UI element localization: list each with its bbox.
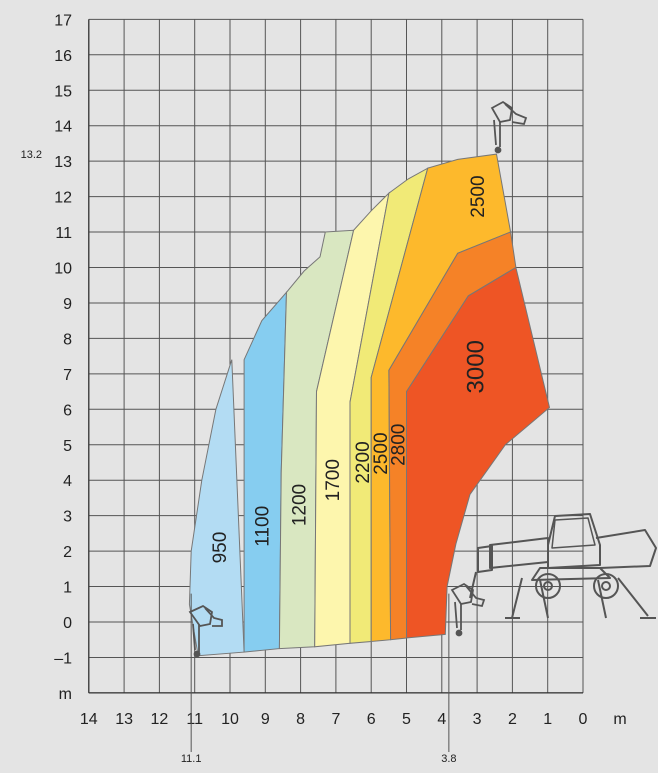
x-tick-label: 1: [543, 711, 552, 728]
x-tick-label: 2: [508, 711, 517, 728]
zone-label: 2200: [353, 441, 374, 483]
y-tick-label: 2: [63, 544, 72, 561]
y-tick-label: 14: [54, 119, 72, 136]
x-tick-label: 6: [367, 711, 376, 728]
x-tick-label: 13: [115, 711, 133, 728]
zone-label: 950: [210, 532, 231, 564]
y-tick-label: 3: [63, 509, 72, 526]
zone-label: 3000: [462, 340, 489, 393]
x-tick-label: 9: [261, 711, 270, 728]
y-tick-label: 1: [63, 580, 72, 597]
y-tick-label: 16: [54, 48, 72, 65]
x-tick-label: 10: [221, 711, 239, 728]
zone-label: 2500: [371, 432, 392, 474]
zone-label: 1700: [323, 459, 344, 501]
load-zone-950: [188, 359, 245, 657]
x-tick-label: 4: [437, 711, 446, 728]
zone-label: 1100: [253, 506, 274, 547]
y-tick-label: 12: [54, 190, 72, 207]
y-tick-label: 4: [63, 473, 72, 490]
y-tick-label: 9: [63, 296, 72, 313]
y-tick-label: 17: [54, 12, 72, 29]
x-tick-label: 7: [331, 711, 340, 728]
x-tick-label: 5: [402, 711, 411, 728]
annotation-max-height: 13.2: [21, 149, 42, 161]
y-axis-label: m: [59, 686, 72, 703]
fork-icon-top: [490, 100, 528, 154]
y-tick-label: 7: [63, 367, 72, 384]
y-tick-label: 0: [63, 615, 72, 632]
y-tick-label: 11: [55, 225, 72, 242]
y-tick-label: 6: [63, 402, 72, 419]
x-tick-label: 3: [473, 711, 482, 728]
x-tick-label: 0: [579, 711, 588, 728]
fork-icon-near: [450, 582, 486, 637]
zone-label: 2500: [468, 175, 489, 217]
y-tick-label: 15: [54, 83, 72, 100]
y-tick-label: 8: [63, 331, 72, 348]
x-tick-label: 8: [296, 711, 305, 728]
telehandler-illustration: [469, 513, 657, 619]
x-tick-label: 12: [151, 711, 169, 728]
fork-icon-far: [188, 604, 223, 658]
x-axis-label: m: [613, 711, 626, 728]
y-tick-label: 13: [54, 154, 72, 171]
y-tick-label: 10: [54, 261, 72, 278]
zone-label: 1200: [290, 484, 311, 526]
zone-label: 2800: [388, 424, 409, 466]
x-tick-label: 14: [80, 711, 98, 728]
y-tick-label: 5: [63, 438, 72, 455]
y-tick-label: –1: [54, 650, 72, 667]
annotation-reach: 3.8: [441, 753, 456, 765]
x-tick-label: 11: [186, 711, 203, 728]
annotation-reach: 11.1: [181, 753, 202, 765]
load-zone-3000: [406, 266, 551, 639]
